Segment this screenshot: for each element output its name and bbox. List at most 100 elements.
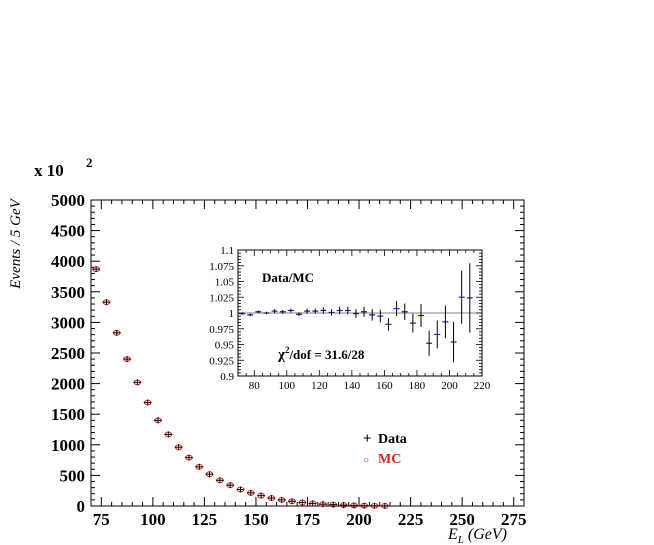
y-tick-label: 4500: [51, 222, 85, 241]
data-point: [236, 486, 245, 493]
data-point: [298, 499, 307, 506]
x-tick-label: 75: [93, 510, 110, 529]
ratio-point: [344, 306, 351, 315]
ratio-point: [304, 308, 311, 314]
y-tick-label: 1000: [51, 436, 85, 455]
x-tick-label: 275: [501, 510, 527, 529]
data-point: [133, 379, 142, 386]
ratio-point: [426, 330, 433, 356]
x-axis-label-unit: (GeV): [468, 526, 507, 543]
data-point: [380, 502, 389, 509]
x-axis-label: EL (GeV): [447, 526, 507, 545]
x-tick-label: 175: [295, 510, 321, 529]
x-axis-label-symbol: E: [447, 526, 458, 543]
data-point: [164, 431, 173, 438]
ratio-point: [466, 263, 473, 333]
y-tick-label: 1500: [51, 405, 85, 424]
ratio-point: [287, 308, 294, 313]
inset-x-tick-label: 100: [279, 380, 296, 392]
inset-x-tick-label: 80: [249, 380, 261, 392]
inset-y-tick-label: 0.9: [220, 371, 234, 383]
x-axis-label-subscript: L: [457, 534, 464, 545]
y-tick-label: 2000: [51, 375, 85, 394]
x-tick-label: 250: [449, 510, 475, 529]
y-tick-label: 4000: [51, 252, 85, 271]
data-point: [329, 501, 338, 508]
inset-y-tick-label: 0.95: [215, 340, 235, 352]
data-point: [226, 482, 235, 489]
inset-y-tick-label: 1.1: [220, 245, 234, 257]
data-point: [112, 329, 121, 336]
inset-y-tick-label: 1.075: [209, 261, 234, 273]
data-point: [267, 495, 276, 502]
ratio-point: [434, 320, 441, 349]
inset-chi2-rest: /dof = 31.6/28: [288, 347, 364, 362]
data-point: [195, 463, 204, 470]
y-tick-label: 0: [77, 497, 86, 516]
ratio-point: [401, 303, 408, 320]
data-point: [308, 500, 317, 507]
data-point: [154, 417, 163, 424]
inset-ticks: [237, 249, 483, 377]
main-tick-labels: 75 100 125 150 175 200 225 250 27505001000150020…: [51, 191, 526, 529]
data-point: [339, 502, 348, 509]
ratio-point: [263, 311, 270, 315]
inset-chi2-annotation: χ2/dof = 31.6/28: [277, 345, 365, 363]
data-point: [246, 489, 255, 496]
y-multiplier-label: x 10: [34, 161, 64, 180]
inset-x-tick-label: 220: [474, 380, 491, 392]
legend-marker-mc: ○: [363, 455, 369, 466]
ratio-point: [442, 305, 449, 339]
ratio-point: [312, 308, 319, 314]
data-point: [92, 266, 101, 273]
y-tick-label: 3500: [51, 283, 85, 302]
ratio-point: [247, 313, 254, 317]
data-point: [174, 444, 183, 451]
data-point: [143, 399, 152, 406]
data-point: [215, 477, 224, 484]
inset-tick-labels: 80 100 120 140 160 180 200 220 0.9 0.925 0.95 0.975…: [209, 245, 491, 392]
inset-y-tick-label: 0.975: [209, 324, 234, 336]
main-points: [92, 266, 389, 509]
inset-x-tick-label: 120: [311, 380, 328, 392]
ratio-point: [328, 309, 335, 316]
ratio-point: [361, 306, 368, 317]
x-tick-label: 125: [192, 510, 218, 529]
legend-label-mc: MC: [378, 452, 401, 467]
inset-chi2-exponent: 2: [285, 345, 290, 355]
inset-x-tick-label: 160: [376, 380, 393, 392]
ratio-point: [409, 313, 416, 333]
ratio-point: [385, 318, 392, 331]
ratio-point: [352, 309, 359, 319]
data-point: [288, 498, 297, 505]
inset-points: [239, 263, 473, 363]
ratio-point: [255, 310, 262, 313]
data-point: [184, 454, 193, 461]
ratio-point: [458, 270, 465, 324]
y-tick-label: 3000: [51, 313, 85, 332]
inset-chi2-symbol: χ: [277, 347, 286, 363]
y-tick-label: 2500: [51, 344, 85, 363]
ratio-point: [279, 309, 286, 314]
ratio-point: [450, 321, 457, 363]
inset-x-tick-label: 180: [409, 380, 426, 392]
ratio-point: [393, 301, 400, 317]
main-ticks: [90, 199, 525, 507]
y-tick-label: 5000: [51, 191, 85, 210]
inset-y-tick-label: 0.925: [209, 355, 234, 367]
y-axis-label: Events / 5 GeV: [8, 197, 24, 289]
data-point: [349, 502, 358, 509]
x-tick-label: 200: [346, 510, 372, 529]
inset-y-tick-label: 1.05: [215, 277, 235, 289]
data-point: [205, 471, 214, 478]
y-multiplier-exponent: 2: [86, 155, 93, 170]
ratio-point: [377, 309, 384, 323]
data-point: [102, 299, 111, 306]
data-point: [318, 501, 327, 508]
ratio-point: [271, 309, 278, 313]
x-tick-label: 225: [398, 510, 424, 529]
data-point: [370, 502, 379, 509]
ratio-point: [320, 307, 327, 314]
legend-label-data: Data: [378, 432, 407, 447]
